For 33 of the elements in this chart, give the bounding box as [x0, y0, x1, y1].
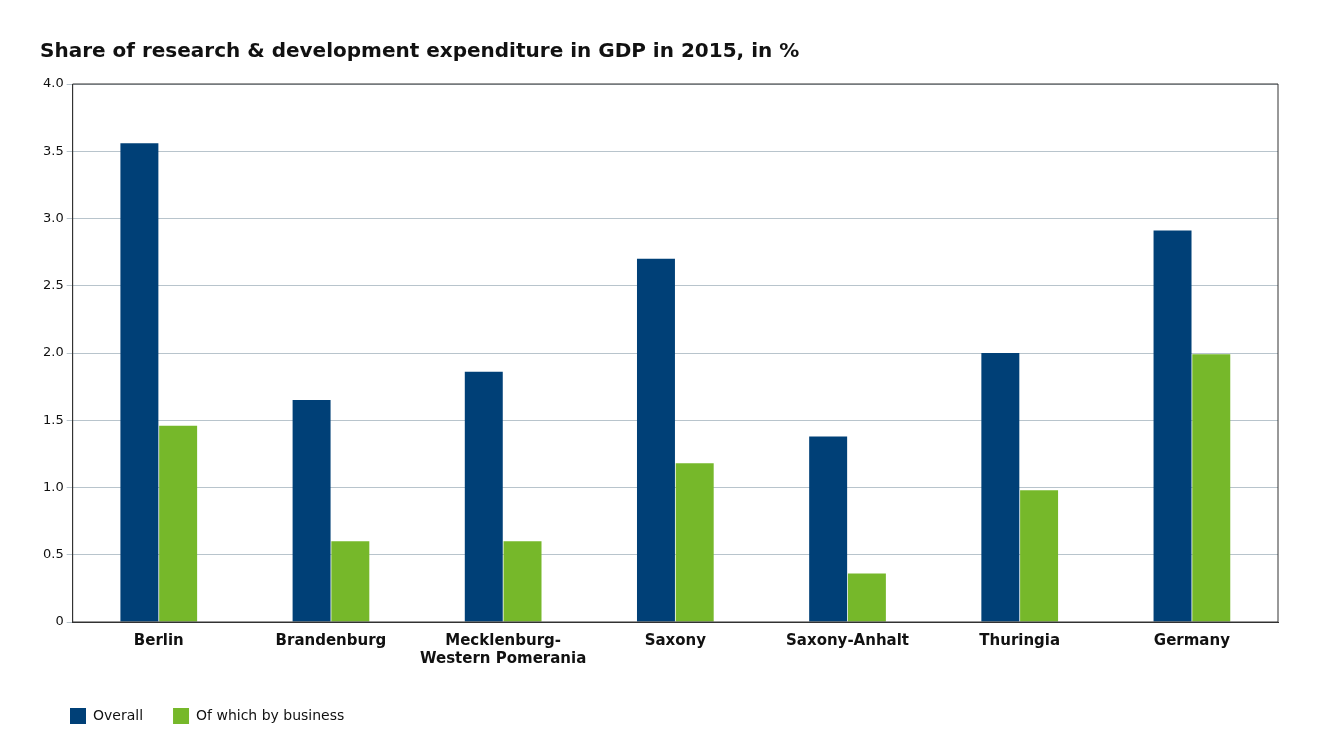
- y-tick-label: 2.5: [42, 277, 64, 293]
- y-tick-label: 2.0: [42, 344, 64, 360]
- x-tick-label: Brandenburg: [275, 630, 387, 649]
- x-tick-label: Mecklenburg-Western Pomerania: [419, 630, 587, 667]
- bar: [292, 400, 331, 622]
- bar: [159, 425, 198, 622]
- bar: [1153, 230, 1192, 622]
- bar: [1020, 490, 1059, 622]
- y-tick-label: 0.5: [42, 546, 64, 562]
- x-tick-label: Saxony: [644, 630, 707, 649]
- bar: [1192, 354, 1231, 622]
- bar: [809, 436, 848, 622]
- legend-label: Of which by business: [196, 706, 345, 723]
- y-tick-label: 0: [55, 613, 64, 629]
- bar: [503, 541, 542, 622]
- legend-label: Overall: [93, 706, 144, 723]
- y-tick-label: 3.5: [42, 142, 64, 158]
- bar: [120, 143, 159, 622]
- y-tick-label: 3.0: [42, 209, 64, 225]
- y-tick-label: 4.0: [42, 75, 64, 91]
- y-tick-label: 1.0: [42, 478, 64, 494]
- bar: [331, 541, 370, 622]
- x-tick-label: Thuringia: [979, 630, 1061, 649]
- bar: [636, 258, 675, 622]
- bar: [847, 573, 886, 622]
- bar: [981, 353, 1020, 622]
- chart-title: Share of research & development expenditure in GDP in 2015, in %: [40, 38, 800, 63]
- x-tick-label: Germany: [1153, 630, 1231, 649]
- x-tick-label: Saxony-Anhalt: [786, 630, 910, 649]
- bar: [675, 463, 714, 622]
- bar: [464, 371, 503, 622]
- y-tick-label: 1.5: [42, 411, 64, 427]
- x-tick-label: Berlin: [133, 630, 184, 649]
